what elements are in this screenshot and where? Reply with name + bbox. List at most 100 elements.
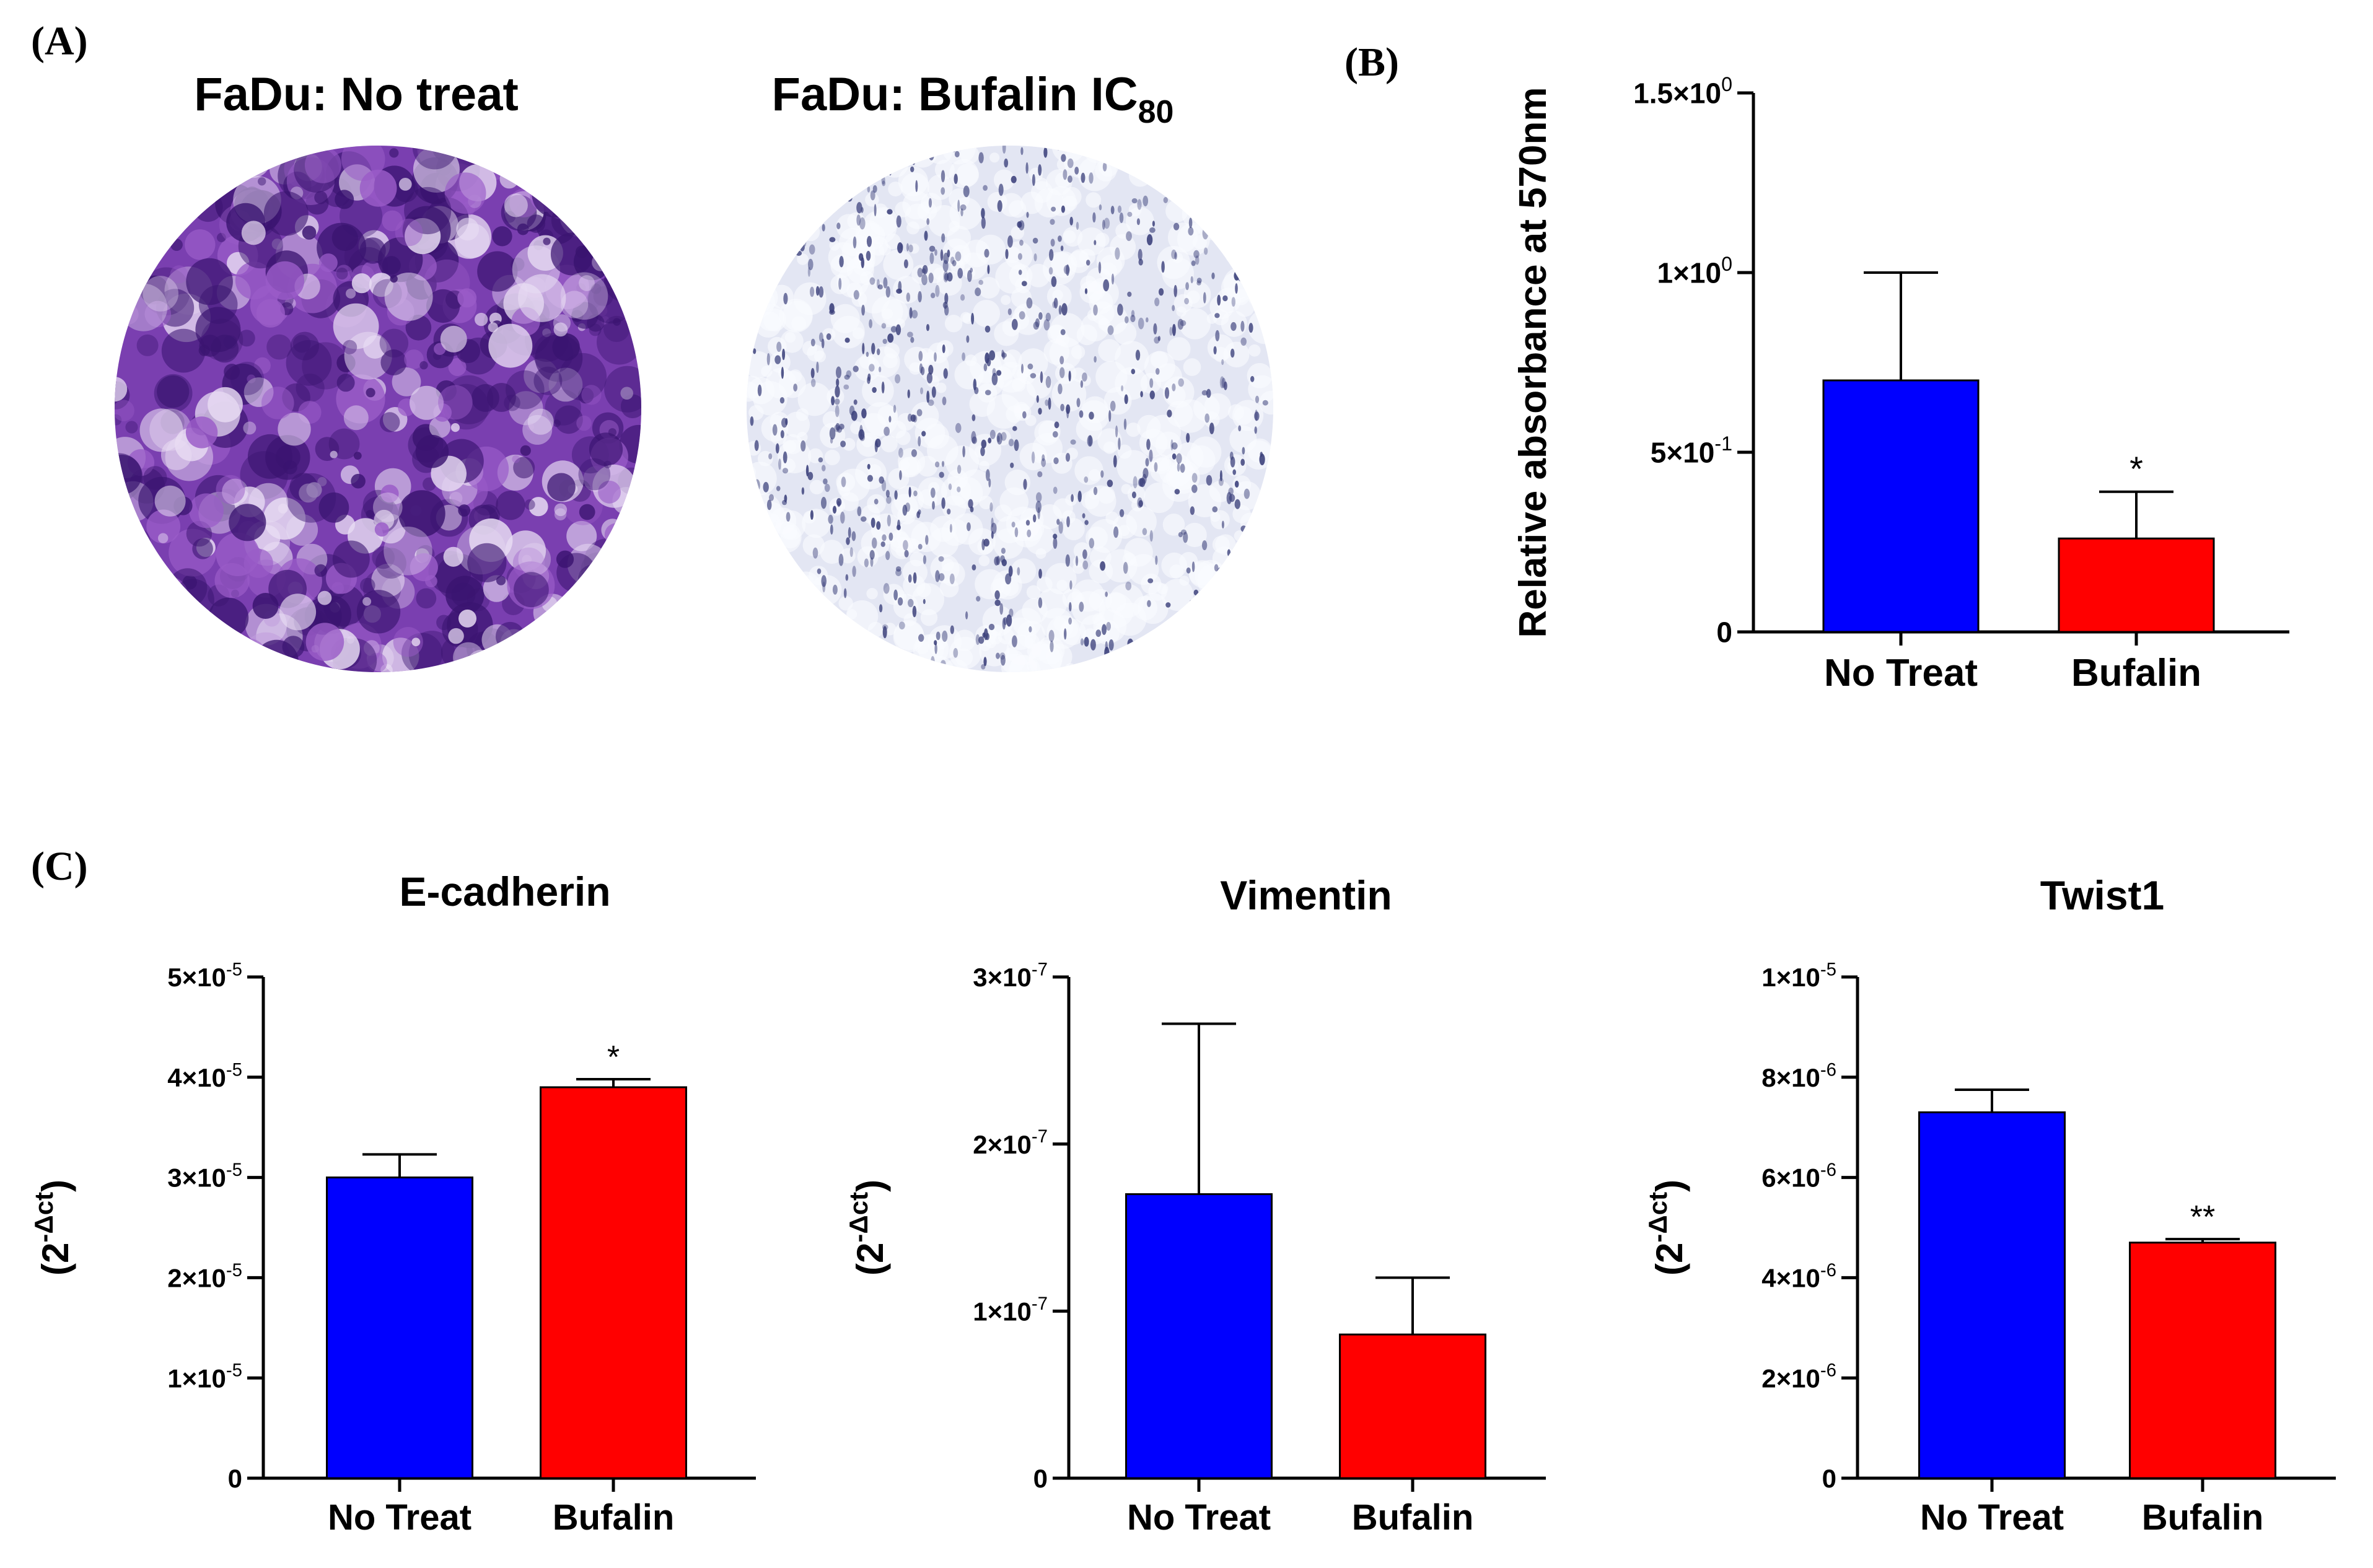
cell-dot <box>1178 378 1184 387</box>
cell-dot <box>882 626 887 639</box>
cell-dot <box>799 243 805 252</box>
y-tick-mantissa: 1×10 <box>1657 257 1721 289</box>
stain-blob <box>254 639 299 672</box>
pore-spot <box>944 315 963 333</box>
cell-dot <box>754 608 760 616</box>
cell-dot <box>889 647 893 656</box>
stain-blob <box>579 275 595 291</box>
cell-dot <box>935 461 940 468</box>
cell-dot <box>822 581 826 593</box>
microscopy-image-no-treat <box>115 146 641 672</box>
cell-dot <box>1240 458 1245 466</box>
cell-dot <box>911 152 916 165</box>
cell-dot <box>1084 288 1088 294</box>
pore-spot <box>1181 167 1214 201</box>
cell-dot <box>1079 410 1084 418</box>
pore-spot <box>1004 647 1018 661</box>
chart-title: Twist1 <box>2040 872 2164 918</box>
cell-dot <box>877 348 880 356</box>
stain-blob <box>198 344 210 356</box>
pore-spot <box>1258 600 1271 613</box>
cell-dot <box>981 439 987 449</box>
pore-spot <box>1077 157 1112 191</box>
stain-blob <box>186 258 233 305</box>
stain-blob <box>115 377 128 402</box>
stain-blob <box>127 623 138 634</box>
pore-spot <box>871 296 903 328</box>
cell-dot <box>769 494 774 501</box>
pore-spot <box>1051 251 1077 278</box>
pore-spot <box>945 445 979 479</box>
bar-bufalin <box>540 1086 687 1479</box>
cell-dot <box>1106 621 1111 631</box>
pore-spot <box>1182 522 1207 548</box>
y-axis-label: (2-Δct) <box>1643 1180 1690 1276</box>
cell-dot <box>1171 442 1178 450</box>
cell-dot <box>983 657 987 667</box>
cell-dot <box>751 262 754 268</box>
cell-dot <box>1092 212 1096 223</box>
pore-spot <box>854 355 880 382</box>
cell-dot <box>1238 425 1242 432</box>
pore-spot <box>830 274 850 295</box>
stain-blob <box>230 361 264 395</box>
stain-blob <box>266 334 292 360</box>
cell-dot <box>909 307 913 319</box>
pore-spot <box>747 266 768 302</box>
bar-no-treat <box>1918 1111 2066 1479</box>
stain-blob <box>514 572 549 608</box>
stain-blob <box>305 623 344 661</box>
stain-blob <box>138 183 183 228</box>
stain-blob <box>351 473 366 489</box>
cell-dot <box>856 643 862 650</box>
y-tick-exponent: -6 <box>1820 1260 1836 1281</box>
stain-blob <box>242 146 263 165</box>
pore-spot <box>760 585 793 619</box>
cell-dot <box>897 597 903 606</box>
pore-spot <box>747 598 759 615</box>
pore-spot <box>865 193 879 207</box>
cell-dot <box>991 517 994 528</box>
cell-dot <box>859 434 865 442</box>
cell-dot <box>941 461 945 467</box>
stain-blob <box>392 367 421 396</box>
cell-dot <box>1230 456 1235 468</box>
pore-spot <box>788 201 817 229</box>
pore-spot <box>1238 569 1265 596</box>
pore-spot <box>757 664 773 672</box>
cell-dot <box>1183 532 1188 543</box>
pore-spot <box>1129 164 1152 187</box>
cell-dot <box>831 650 837 662</box>
pore-spot <box>880 435 898 453</box>
cell-dot <box>911 658 917 664</box>
cell-dot <box>934 146 939 152</box>
cell-dot <box>1045 312 1051 322</box>
cell-dot <box>921 431 926 437</box>
cell-dot <box>996 652 1000 659</box>
pore-spot <box>749 552 777 580</box>
chart-c-vimentin: 01×10-72×10-73×10-7No Treat Bufalin(2-Δct… <box>844 872 1546 1538</box>
y-tick-exponent: -5 <box>226 1360 242 1381</box>
chart-title: E-cadherin <box>399 869 610 914</box>
pore-spot <box>1140 147 1164 170</box>
cell-dot <box>823 478 828 484</box>
cell-dot <box>1244 488 1250 499</box>
cell-dot <box>1173 222 1180 230</box>
stain-blob <box>499 169 519 189</box>
cell-dot <box>1027 529 1032 538</box>
stain-blob <box>353 452 362 460</box>
stain-blob <box>492 226 512 247</box>
pore-spot <box>1003 349 1022 368</box>
cell-dot <box>1093 486 1098 496</box>
cell-dot <box>1232 469 1236 475</box>
pore-spot <box>1253 158 1273 193</box>
cell-dot <box>1135 349 1141 361</box>
cell-dot <box>1170 439 1173 450</box>
cell-dot <box>1230 233 1237 243</box>
y-tick-label: 2×10-6 <box>1761 1360 1836 1393</box>
stain-blob <box>523 657 531 665</box>
stain-blob <box>512 547 545 580</box>
cell-dot <box>942 396 947 406</box>
pore-spot <box>933 267 946 280</box>
